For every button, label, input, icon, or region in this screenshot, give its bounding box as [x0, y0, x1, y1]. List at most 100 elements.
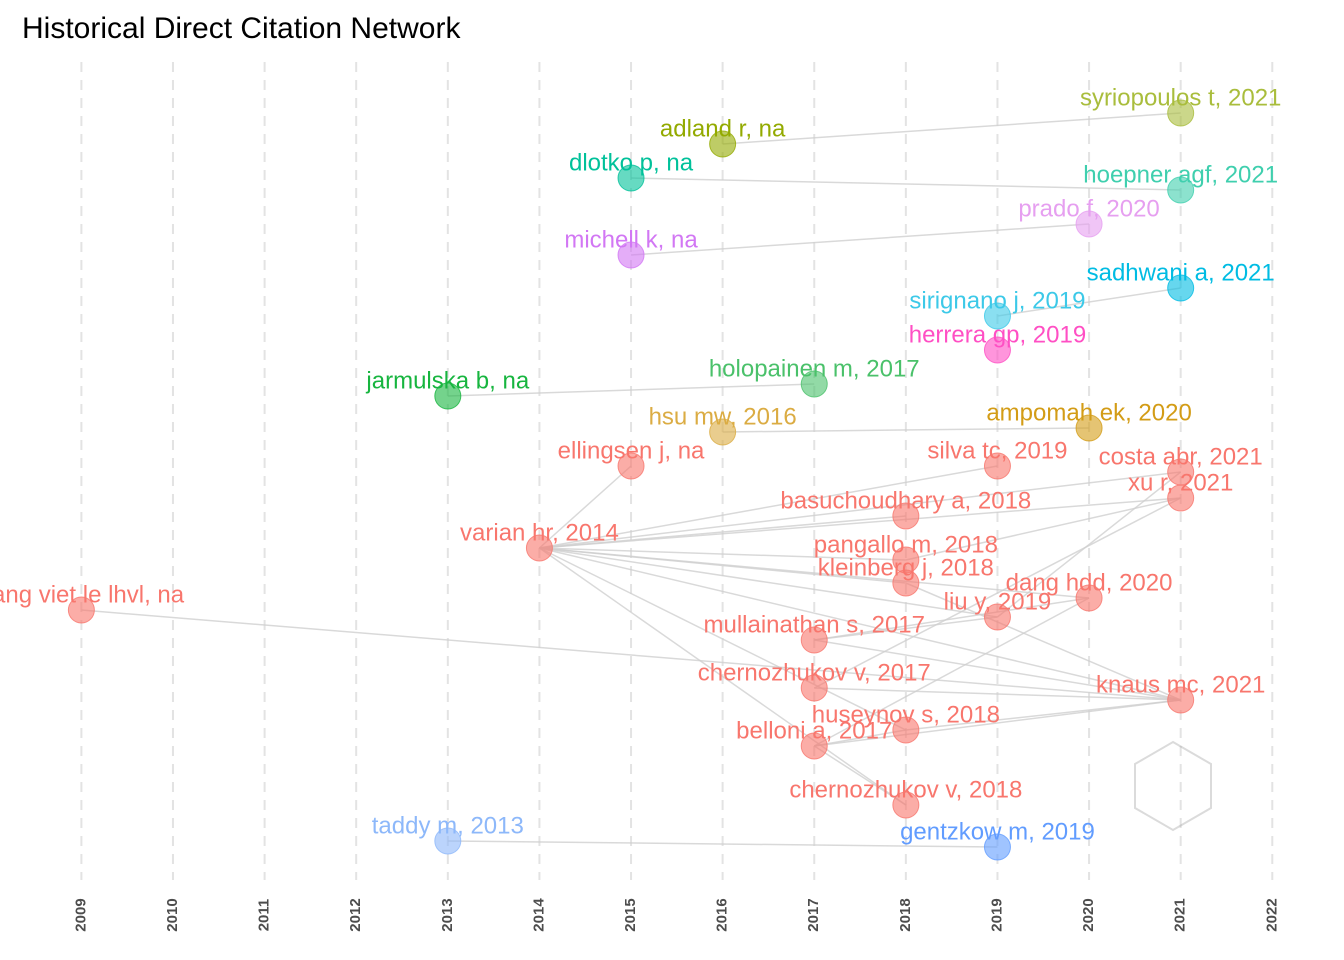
node-label: varian hr, 2014 — [460, 519, 619, 546]
x-tick-label: 2018 — [897, 898, 914, 931]
edge — [539, 547, 998, 618]
labels: syriopoulos t, 2021 adland r, na dlotko p,… — [0, 84, 1281, 845]
node — [1167, 484, 1195, 512]
x-tick-label: 2012 — [347, 898, 364, 931]
node — [800, 370, 828, 398]
node — [1167, 686, 1195, 714]
node-label: mullainathan s, 2017 — [704, 611, 925, 638]
x-tick-label: 2011 — [256, 899, 273, 932]
x-tick-label: 2019 — [988, 898, 1005, 931]
node — [892, 502, 920, 530]
node-label: costa abr, 2021 — [1099, 443, 1263, 470]
edge — [813, 597, 1090, 747]
node-label: liu y, 2019 — [944, 588, 1052, 615]
x-tick-label: 2010 — [164, 898, 181, 931]
node-label: jarmulska b, na — [365, 367, 529, 394]
edge — [538, 547, 907, 806]
node — [983, 833, 1011, 861]
node — [1075, 584, 1103, 612]
edge — [905, 699, 1181, 731]
node — [983, 603, 1011, 631]
edge — [539, 547, 907, 731]
edge — [722, 112, 1181, 145]
edge — [814, 699, 1181, 747]
edge — [539, 547, 906, 561]
node-label: holopainen m, 2017 — [709, 355, 920, 382]
chart-title: Historical Direct Citation Network — [22, 12, 461, 45]
node — [617, 452, 645, 480]
node-label: xu r, 2021 — [1128, 469, 1233, 496]
edge — [539, 515, 906, 549]
edge — [539, 471, 1181, 549]
node — [800, 732, 828, 760]
node-label: gentzkow m, 2019 — [900, 818, 1095, 845]
node-label: silva tc, 2019 — [927, 437, 1067, 464]
node-label: hsu mw, 2016 — [649, 403, 797, 430]
edge — [814, 639, 1181, 701]
node — [67, 596, 95, 624]
node-label: basuchoudhary a, 2018 — [780, 487, 1031, 514]
node-label: michell k, na — [564, 226, 698, 253]
edge — [539, 497, 1181, 549]
edge — [539, 547, 1090, 599]
edge — [722, 427, 1090, 433]
node-label: ellingsen j, na — [558, 437, 705, 464]
node — [892, 716, 920, 744]
node — [1075, 210, 1103, 238]
node — [1167, 99, 1195, 127]
node — [617, 164, 645, 192]
node-label: dlotko p, na — [569, 149, 694, 176]
edge — [813, 497, 1182, 689]
x-tick-label: 2013 — [439, 898, 456, 931]
node-label: dang viet le lhvl, na — [0, 581, 185, 608]
edge — [81, 609, 1181, 701]
node-label: pangallo m, 2018 — [814, 531, 998, 558]
node — [983, 336, 1011, 364]
node-label: ampomah ek, 2020 — [986, 399, 1191, 426]
x-tick-label: 2022 — [1263, 898, 1280, 931]
node-label: knaus mc, 2021 — [1096, 671, 1265, 698]
node-label: prado f, 2020 — [1018, 195, 1159, 222]
nodes — [67, 99, 1195, 861]
node — [892, 569, 920, 597]
x-tick-label: 2020 — [1080, 898, 1097, 931]
edge — [630, 223, 1090, 256]
node — [434, 827, 462, 855]
node-label: chernozhukov v, 2018 — [789, 776, 1022, 803]
edge — [447, 840, 998, 848]
edge — [905, 582, 1181, 701]
node — [434, 382, 462, 410]
node-label: taddy m, 2013 — [372, 812, 524, 839]
x-tick-label: 2009 — [72, 898, 89, 931]
node-label: belloni a, 2017 — [736, 717, 892, 744]
edge — [996, 471, 1182, 618]
edge — [813, 745, 907, 806]
node — [800, 626, 828, 654]
node — [1167, 274, 1195, 302]
node-label: sirignano j, 2019 — [909, 287, 1085, 314]
node — [709, 130, 737, 158]
edge — [814, 597, 1090, 641]
edge — [814, 729, 906, 747]
node-label: dang hdd, 2020 — [1006, 569, 1173, 596]
node — [983, 302, 1011, 330]
edge — [997, 287, 1181, 317]
x-tick-label: 2015 — [622, 898, 639, 931]
node-label: hoepner agf, 2021 — [1083, 161, 1278, 188]
x-tick-label: 2017 — [805, 898, 822, 931]
edges — [81, 112, 1182, 848]
node — [525, 534, 553, 562]
node — [892, 791, 920, 819]
node-label: huseynov s, 2018 — [812, 701, 1000, 728]
edge — [447, 383, 815, 397]
node-label: sadhwani a, 2021 — [1087, 259, 1275, 286]
node — [983, 452, 1011, 480]
edge — [539, 547, 1181, 701]
logo — [1134, 740, 1212, 832]
node-label: syriopoulos t, 2021 — [1080, 84, 1281, 111]
x-tick-label: 2016 — [714, 898, 731, 931]
node-label: chernozhukov v, 2017 — [698, 659, 931, 686]
node — [617, 241, 645, 269]
